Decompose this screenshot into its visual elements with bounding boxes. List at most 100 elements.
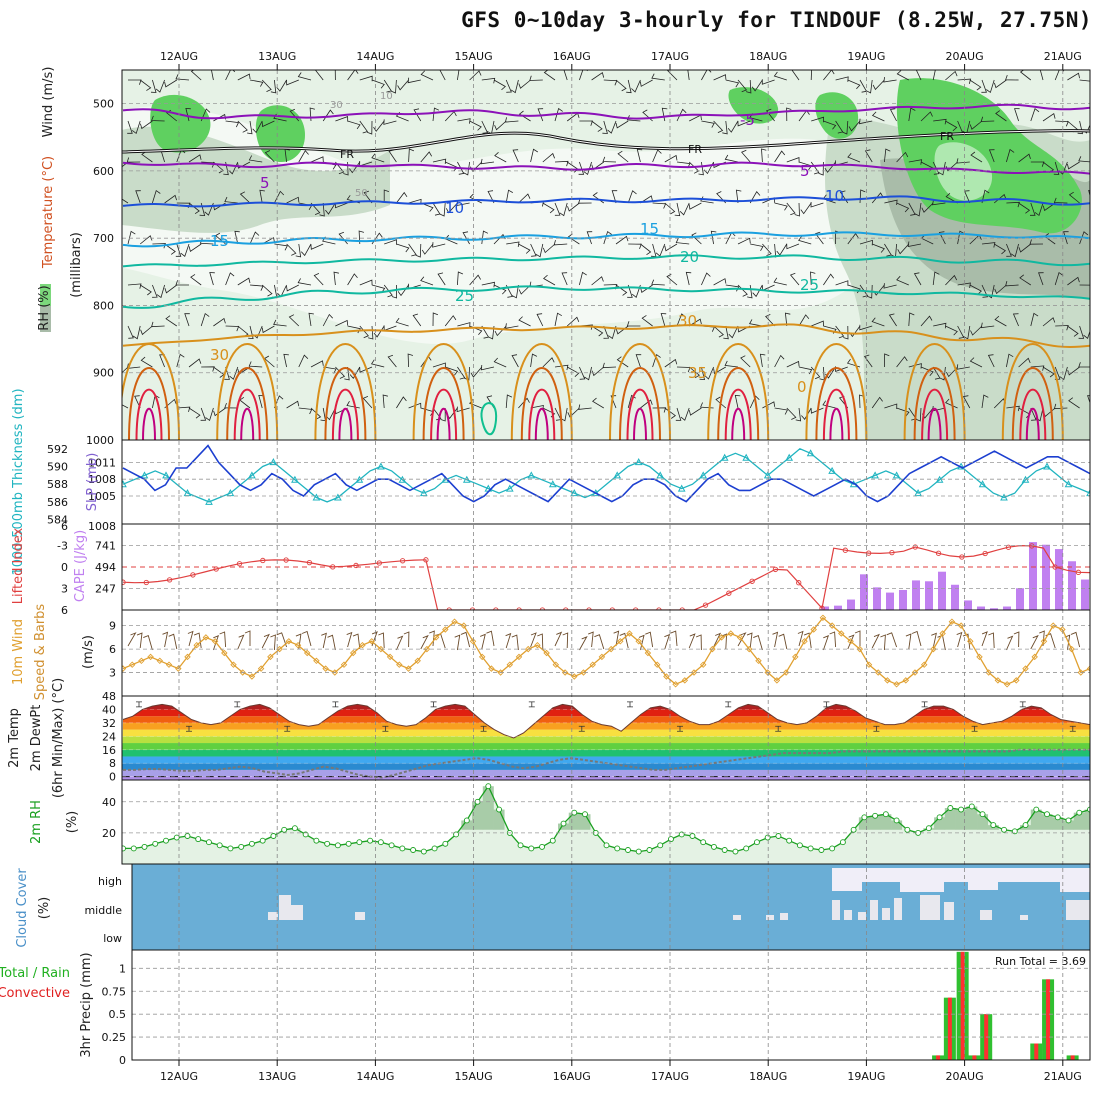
wind-barb: [829, 631, 837, 648]
rh2m-point: [646, 847, 653, 853]
wind-barb: [165, 315, 178, 327]
wind-barb: [664, 633, 671, 650]
lifted-index-point: [122, 579, 126, 585]
wind-barb: [155, 79, 165, 93]
boundary-loop: [903, 343, 966, 440]
wind10m-barbs: [127, 630, 1081, 651]
rh2m-point: [259, 837, 266, 844]
wind-barb: [1070, 631, 1081, 648]
wind10m-speed-point: [985, 669, 992, 676]
wind-barb: [201, 366, 215, 372]
contour-label: 25: [800, 276, 819, 294]
wind-barb: [823, 70, 835, 81]
wind-barb: [286, 243, 297, 256]
wind-barb: [480, 158, 495, 165]
rh2m-point: [334, 842, 341, 849]
date-label-top: 12AUG: [160, 50, 198, 63]
cloud-tick: low: [103, 932, 122, 945]
slp-line: [122, 444, 1090, 503]
wind-barb: [469, 193, 482, 204]
wind-barb: [886, 632, 898, 648]
wind-barb: [188, 407, 201, 419]
thickness-point: [377, 462, 385, 470]
temperature-band: [122, 736, 1090, 744]
wind-barb: [237, 73, 251, 81]
wind-barb: [578, 198, 592, 204]
wind-barb: [801, 407, 812, 420]
wind-barb: [843, 325, 849, 340]
wind10m-speed-point: [138, 657, 145, 665]
wind-barb: [200, 108, 211, 122]
thickness-point: [1000, 493, 1008, 501]
wind-barb: [778, 633, 788, 650]
precip-convective-label: Convective: [0, 986, 70, 1001]
wind-barb: [810, 70, 812, 81]
wind-barb: [652, 149, 662, 163]
cape-tick: 247: [95, 583, 116, 596]
wind-barb: [1006, 201, 1020, 208]
wind-barb: [938, 231, 946, 245]
cape-bar: [847, 599, 855, 610]
wind-barb: [617, 150, 629, 163]
date-label-bottom: 12AUG: [160, 1070, 198, 1083]
wind-barb: [1079, 284, 1090, 286]
wind-barb: [349, 366, 361, 379]
temperature-band: [122, 756, 1090, 764]
wind-barb: [822, 635, 830, 651]
cloud-tick: middle: [84, 904, 122, 917]
rh2m-point: [753, 839, 760, 846]
wind-barb: [981, 79, 987, 93]
rh2m-tick: 40: [102, 796, 116, 809]
wind10m-speed-point: [782, 669, 790, 676]
wind10m-tick: 3: [109, 667, 116, 680]
wind-barb: [494, 152, 507, 163]
temperature-contour--5: [122, 103, 1090, 120]
lifted-index-axis-label: Lifted Index: [11, 527, 26, 604]
wind-barb: [699, 366, 706, 381]
wind-barb: [335, 116, 349, 122]
wind-barb: [335, 161, 345, 175]
stability-data: [122, 542, 1090, 610]
wind-barb: [493, 284, 507, 295]
wind-barb: [566, 316, 580, 327]
data-layer: [122, 70, 1090, 1060]
pressure-tick: 500: [93, 98, 114, 111]
lifted-index-point: [166, 577, 173, 583]
wind-barb: [530, 243, 537, 257]
wind-barb: [786, 243, 800, 250]
wind-barb: [396, 243, 410, 253]
wind-barb: [457, 366, 466, 380]
wind-barb: [225, 70, 236, 81]
wind-barb: [323, 366, 337, 374]
boundary-loop: [331, 388, 359, 440]
minmax-axis-label: (6hr Min/Max) (°C): [51, 678, 66, 798]
wind-barb: [664, 202, 676, 215]
wind-barb: [713, 325, 724, 338]
thickness-point: [720, 453, 729, 461]
minmax-marker: [823, 701, 830, 708]
wind-barb: [798, 236, 812, 245]
date-label-top: 16AUG: [553, 50, 591, 63]
high-cloud-block: [968, 876, 998, 890]
wind10m-speed-point: [902, 677, 910, 684]
wind-barb: [613, 630, 620, 647]
wind-barb: [321, 632, 327, 649]
wind-barb: [969, 357, 983, 368]
wind10m-speed-point: [828, 622, 836, 629]
wind-barb: [481, 281, 495, 288]
wind-barb: [1018, 202, 1031, 214]
date-label-bottom: 16AUG: [553, 1070, 591, 1083]
wind-barb: [122, 404, 129, 409]
wind10m-speed-point: [122, 665, 127, 672]
middle-cloud-block: [920, 895, 940, 920]
wind-barb: [737, 632, 747, 647]
wind-barb: [578, 404, 592, 410]
wind-barb: [460, 631, 471, 648]
wind-barb: [219, 631, 227, 648]
wind-barb: [518, 193, 531, 204]
wind-barb: [131, 120, 141, 135]
li-tick: 6: [61, 520, 68, 533]
wind-barb: [957, 325, 965, 339]
upper-wind-barbs: [122, 70, 1090, 422]
thickness-tick: 584: [47, 514, 68, 527]
